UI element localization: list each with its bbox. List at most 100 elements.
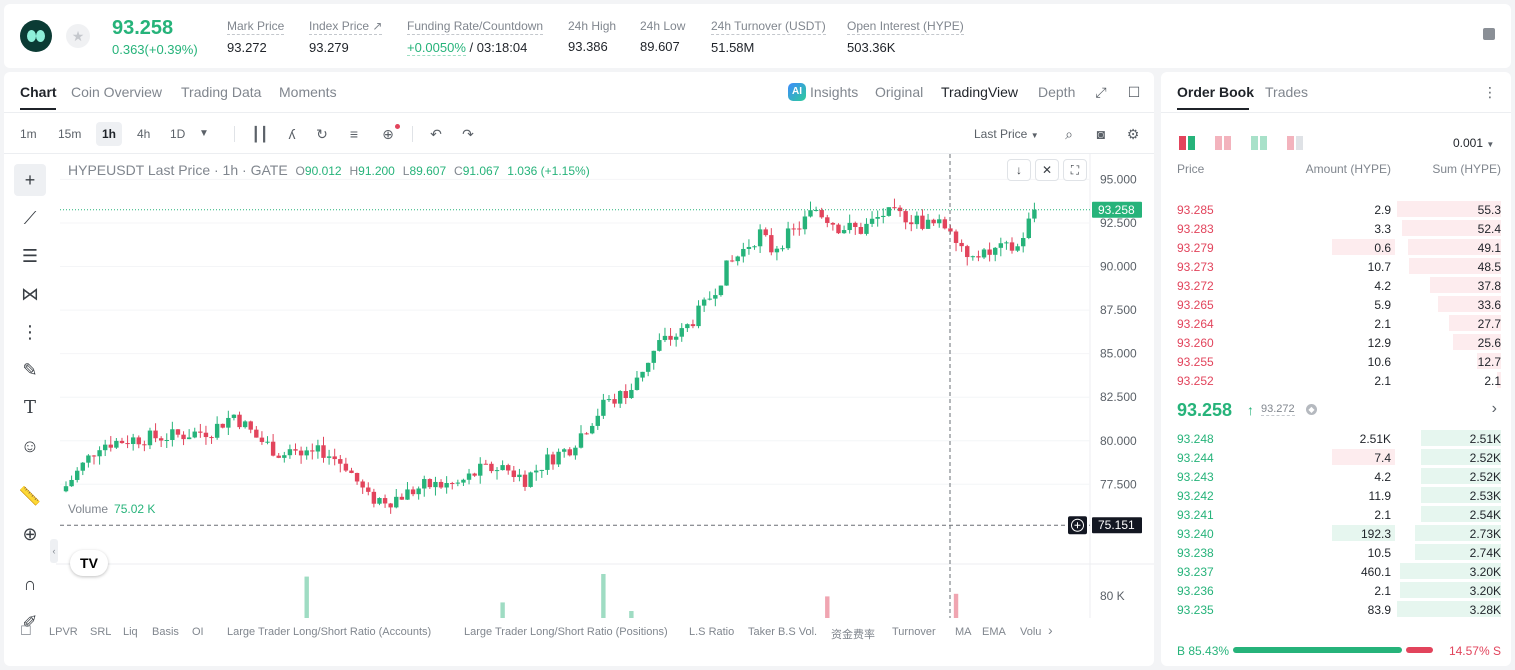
add-indicator-icon[interactable]: ⊕ <box>382 126 394 142</box>
chevron-right-icon[interactable]: › <box>1048 622 1053 638</box>
timeframe-1h[interactable]: 1h <box>96 122 123 146</box>
view-bids-icon[interactable] <box>1251 136 1267 150</box>
view-asks-icon[interactable] <box>1215 136 1231 150</box>
indicator-12[interactable]: EMA <box>982 626 1006 638</box>
stat-index-price[interactable]: Index Price ↗ 93.279 <box>309 18 383 55</box>
candlestick-icon[interactable]: ┃┃ <box>251 126 269 142</box>
bid-row[interactable]: 93.238 10.5 2.74K <box>1161 543 1511 562</box>
zoom-in-icon[interactable]: ⊕ <box>22 524 38 544</box>
view-insights[interactable]: Insights <box>810 84 859 100</box>
collapse-toolbar-icon[interactable]: ‹ <box>50 539 58 563</box>
undo-icon[interactable]: ↶ <box>430 126 442 142</box>
brush-icon[interactable]: ✎ <box>22 360 38 380</box>
ruler-icon[interactable]: 📏 <box>18 486 42 506</box>
ask-row[interactable]: 93.285 2.9 55.3 <box>1161 200 1511 219</box>
collapse-icon[interactable]: ✕ <box>1035 159 1059 181</box>
horizontal-lines-icon[interactable]: ☰ <box>21 246 39 266</box>
indicator-8[interactable]: Taker B.S Vol. <box>748 626 818 638</box>
view-original[interactable]: Original <box>875 84 924 100</box>
tradingview-logo-icon[interactable]: TV <box>70 550 108 576</box>
tab-chart[interactable]: Chart <box>20 84 57 100</box>
trendline-icon[interactable]: ⟋ <box>23 208 37 228</box>
timeframe-1d[interactable]: 1D <box>170 127 186 141</box>
replay-icon[interactable]: ↻ <box>316 126 328 142</box>
tab-moments[interactable]: Moments <box>279 84 337 100</box>
view-both-icon[interactable] <box>1179 136 1195 150</box>
indicator-13[interactable]: Volu <box>1020 626 1042 638</box>
ask-row[interactable]: 93.273 10.7 48.5 <box>1161 257 1511 276</box>
timeframe-1m[interactable]: 1m <box>20 127 37 141</box>
indicator-9[interactable]: 资金费率 <box>831 629 875 641</box>
gear-icon[interactable]: ⚙ <box>1126 126 1140 142</box>
price-chart[interactable]: 95.000 92.500 90.000 87.500 85.000 82.500 80.0… <box>4 154 1154 618</box>
ask-row[interactable]: 93.260 12.9 25.6 <box>1161 333 1511 352</box>
redo-icon[interactable]: ↷ <box>462 126 474 142</box>
ask-row[interactable]: 93.264 2.1 27.7 <box>1161 314 1511 333</box>
kebab-icon[interactable]: ⋮ <box>1483 84 1497 100</box>
ask-row[interactable]: 93.255 10.6 12.7 <box>1161 352 1511 371</box>
tab-trading-data[interactable]: Trading Data <box>181 84 262 100</box>
text-icon[interactable]: T <box>23 397 36 418</box>
bid-row[interactable]: 93.243 4.2 2.52K <box>1161 467 1511 486</box>
tab-coin-overview[interactable]: Coin Overview <box>71 84 163 100</box>
star-icon[interactable]: ★ <box>66 24 90 48</box>
bid-row[interactable]: 93.248 2.51K 2.51K <box>1161 429 1511 448</box>
book-icon[interactable] <box>1483 28 1495 40</box>
pattern-icon[interactable]: ⋈ <box>21 284 39 304</box>
template-icon[interactable]: ≡ <box>349 126 359 142</box>
candle <box>506 465 511 471</box>
view-split-icon[interactable] <box>1287 136 1303 150</box>
bid-row[interactable]: 93.237 460.1 3.20K <box>1161 562 1511 581</box>
indicator-5[interactable]: Large Trader Long/Short Ratio (Accounts) <box>227 626 432 638</box>
precision-select[interactable]: 0.001 ▼ <box>1453 136 1494 150</box>
bid-row[interactable]: 93.244 7.4 2.52K <box>1161 448 1511 467</box>
ask-row[interactable]: 93.265 5.9 33.6 <box>1161 295 1511 314</box>
panel-icon[interactable]: ☐ <box>20 623 32 638</box>
emoji-icon[interactable]: ☺ <box>20 436 40 456</box>
stat-24h-turnover[interactable]: 24h Turnover (USDT) 51.58M <box>711 18 826 55</box>
candle <box>422 479 427 489</box>
window-icon[interactable]: ☐ <box>1127 84 1141 100</box>
indicator-6[interactable]: Large Trader Long/Short Ratio (Positions… <box>464 626 668 638</box>
ask-row[interactable]: 93.279 0.6 49.1 <box>1161 238 1511 257</box>
indicator-2[interactable]: Liq <box>123 626 138 638</box>
search-icon[interactable]: ⌕ <box>1065 126 1073 142</box>
crosshair-icon[interactable]: + <box>14 164 46 196</box>
indicator-4[interactable]: OI <box>192 626 204 638</box>
fib-icon[interactable]: ⋮ <box>21 322 39 342</box>
chevron-down-icon[interactable]: ▼ <box>199 128 209 139</box>
indicator-7[interactable]: L.S Ratio <box>689 626 735 638</box>
indicator-3[interactable]: Basis <box>152 626 179 638</box>
price-type-select[interactable]: Last Price ▼ <box>974 127 1039 141</box>
tab-order-book[interactable]: Order Book <box>1177 84 1255 100</box>
camera-icon[interactable]: ◙ <box>1096 126 1106 142</box>
stat-funding-rate[interactable]: Funding Rate/Countdown +0.0050% / 03:18:… <box>407 18 544 56</box>
magnet-icon[interactable]: ∩ <box>23 574 37 594</box>
view-tradingview[interactable]: TradingView <box>941 84 1019 100</box>
arrow-down-icon[interactable]: ↓ <box>1007 159 1031 181</box>
indicator-0[interactable]: LPVR <box>49 626 78 638</box>
indicator-icon[interactable]: ʎ <box>288 126 296 142</box>
timeframe-4h[interactable]: 4h <box>137 127 151 141</box>
ask-row[interactable]: 93.272 4.2 37.8 <box>1161 276 1511 295</box>
expand-icon[interactable]: ⤢ <box>1095 84 1107 100</box>
chevron-right-icon[interactable]: › <box>1491 400 1497 417</box>
stat-mark-price[interactable]: Mark Price 93.272 <box>227 18 285 55</box>
indicator-11[interactable]: MA <box>955 626 972 638</box>
fullscreen-icon[interactable]: ⛶ <box>1063 159 1087 181</box>
ask-row[interactable]: 93.252 2.1 2.1 <box>1161 371 1511 390</box>
timeframe-15m[interactable]: 15m <box>58 127 82 141</box>
tab-trades[interactable]: Trades <box>1265 84 1309 100</box>
bid-row[interactable]: 93.236 2.1 3.20K <box>1161 581 1511 600</box>
indicator-1[interactable]: SRL <box>90 626 112 638</box>
bid-row[interactable]: 93.241 2.1 2.54K <box>1161 505 1511 524</box>
candle <box>741 248 746 257</box>
view-depth[interactable]: Depth <box>1038 84 1076 100</box>
bid-row[interactable]: 93.240 192.3 2.73K <box>1161 524 1511 543</box>
ask-row[interactable]: 93.283 3.3 52.4 <box>1161 219 1511 238</box>
bid-row[interactable]: 93.235 83.9 3.28K <box>1161 600 1511 619</box>
stat-open-interest[interactable]: Open Interest (HYPE) 503.36K <box>847 18 964 55</box>
bid-row[interactable]: 93.242 11.9 2.53K <box>1161 486 1511 505</box>
indicator-10[interactable]: Turnover <box>892 626 936 638</box>
pencil-icon[interactable]: ✐ <box>22 612 38 632</box>
